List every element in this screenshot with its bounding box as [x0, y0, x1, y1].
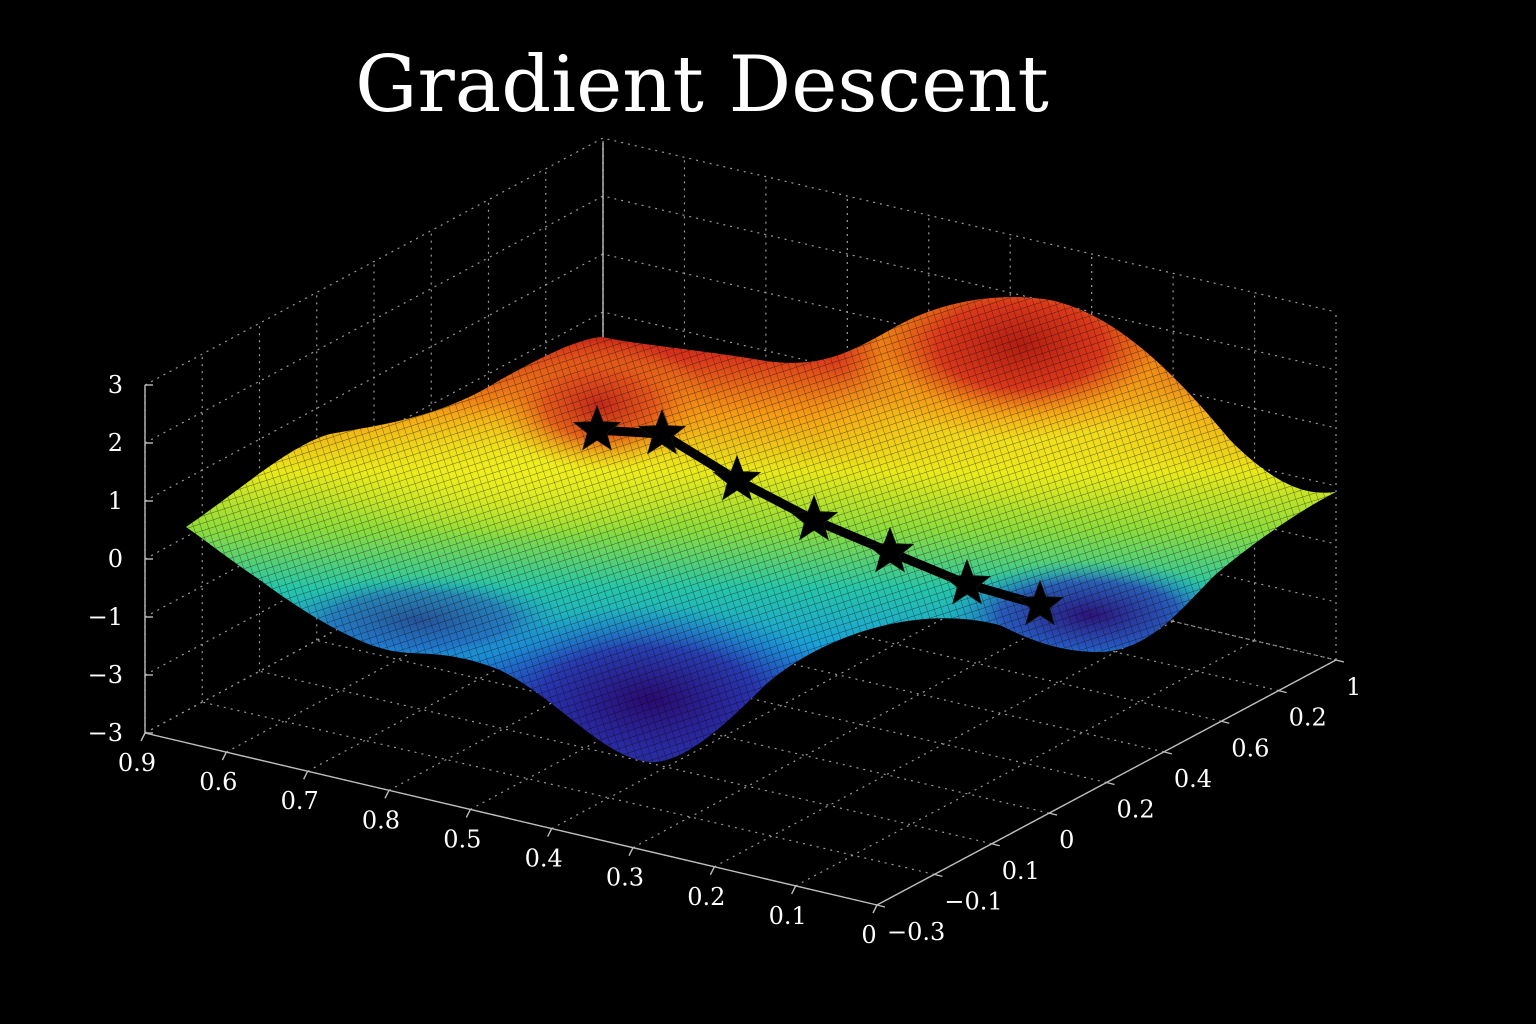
z-grid-line	[144, 195, 1337, 444]
y-tick-mark	[1335, 659, 1345, 663]
chart-title: Gradient Descent	[355, 40, 1049, 130]
x-tick-mark	[628, 847, 634, 856]
x-tick-mark	[709, 866, 715, 876]
descent-step-marker	[572, 404, 622, 451]
y-tick-label: 0.6	[1231, 734, 1269, 762]
y-tick-mark	[1278, 689, 1287, 694]
x-tick-mark	[303, 770, 309, 780]
x-tick-label: 0.2	[687, 883, 725, 911]
surface-mesh	[186, 297, 1336, 763]
y-tick-label: 0.1	[1002, 857, 1040, 885]
x-grid-line	[632, 601, 1092, 849]
y-tick-mark	[991, 843, 1000, 847]
y-tick-mark	[1048, 812, 1058, 816]
surface-plot	[186, 297, 1336, 763]
descent-path	[572, 404, 1065, 626]
x-tick-label: 0.8	[362, 806, 400, 834]
x-tick-mark	[872, 904, 878, 914]
x-grid-line	[795, 640, 1255, 887]
x-grid-line	[551, 582, 1011, 830]
z-tick-label: −3	[88, 661, 123, 689]
x-tick-label: 0.3	[606, 864, 644, 892]
x-tick-label: 0.1	[769, 902, 807, 930]
descent-step-marker	[942, 558, 992, 605]
x-tick-label: 0.9	[118, 749, 156, 777]
y-tick-label: 1	[1346, 673, 1361, 701]
x-tick-label: 0	[861, 921, 876, 949]
x-tick-mark	[547, 828, 553, 837]
x-axis-line	[144, 732, 878, 906]
x-tick-mark	[140, 732, 146, 742]
x-tick-mark	[384, 790, 390, 799]
y-tick-label: −0.1	[944, 887, 1002, 915]
descent-step-marker	[712, 454, 762, 501]
x-grid-line	[714, 620, 1174, 868]
y-tick-label: −0.3	[887, 918, 945, 946]
descent-step-marker	[865, 526, 915, 573]
z-tick-label: 0	[108, 545, 123, 573]
y-tick-label: 0.2	[1117, 796, 1155, 824]
y-tick-label: 0.2	[1289, 704, 1327, 732]
z-tick-label: −3	[88, 719, 123, 747]
y-tick-mark	[1163, 751, 1173, 755]
y-tick-label: 0	[1059, 826, 1074, 854]
x-tick-label: 0.7	[281, 787, 319, 815]
z-tick-label: −1	[88, 603, 123, 631]
z-grid-line	[144, 137, 1337, 386]
descent-step-marker	[637, 408, 687, 455]
x-tick-mark	[465, 809, 471, 818]
x-tick-label: 0.5	[443, 825, 481, 853]
x-tick-label: 0.4	[525, 845, 563, 873]
z-tick-label: 3	[108, 371, 123, 399]
y-tick-mark	[1221, 720, 1230, 724]
z-tick-label: 2	[108, 429, 123, 457]
x-tick-mark	[221, 751, 227, 761]
x-tick-label: 0.6	[199, 768, 237, 796]
x-tick-mark	[791, 885, 797, 895]
descent-step-marker	[1015, 579, 1065, 626]
y-tick-mark	[876, 904, 886, 908]
z-tick-label: 1	[108, 487, 123, 515]
y-tick-mark	[1106, 781, 1115, 786]
y-tick-label: 0.4	[1174, 765, 1212, 793]
descent-step-marker	[789, 494, 839, 541]
y-tick-mark	[934, 873, 943, 878]
